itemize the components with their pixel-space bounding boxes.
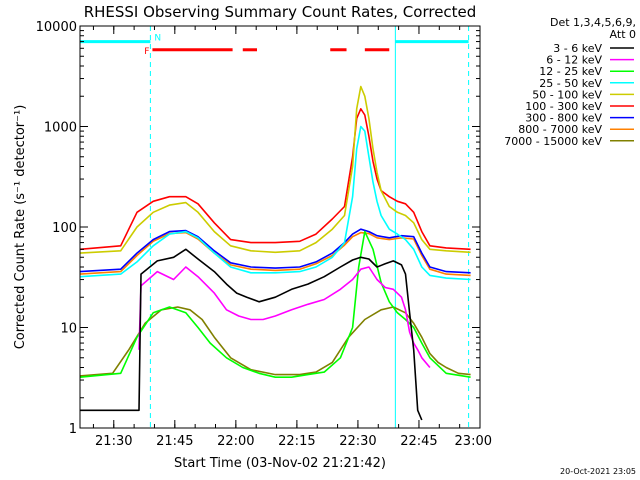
axes-layer: 1 10 100 1000 10000 21:30 21:45 22:00 22:15 22:30… <box>36 20 492 449</box>
series-layer <box>79 85 471 421</box>
series-line-6 <box>79 108 471 251</box>
legend-label-6: 100 - 300 keV <box>525 100 602 113</box>
legend-label-5: 50 - 100 keV <box>532 88 602 101</box>
legend-label-3: 12 - 25 keV <box>539 65 602 78</box>
series-line-5 <box>79 85 471 254</box>
y-tick-label-5: 10000 <box>36 20 77 35</box>
legend-label-2: 6 - 12 keV <box>546 54 602 67</box>
legend-label-9: 7000 - 15000 keV <box>504 135 602 148</box>
x-tick-label-5: 22:30 <box>339 434 376 449</box>
x-tick-label-7: 23:00 <box>455 434 492 449</box>
flare-marker-label: F <box>144 47 149 57</box>
legend-label-8: 800 - 7000 keV <box>518 123 602 136</box>
series-line-1 <box>80 248 423 421</box>
series-line-7 <box>79 228 471 274</box>
y-tick-label-4: 1000 <box>44 121 77 136</box>
y-tick-label-3: 100 <box>52 221 77 236</box>
generation-timestamp: 20-Oct-2021 23:05 <box>560 467 636 476</box>
legend-title-line-2: Att 0 <box>610 28 636 41</box>
series-line-8 <box>79 231 471 277</box>
series-line-2 <box>138 266 431 369</box>
y-axis-label: Corrected Count Rate (s⁻¹ detector⁻¹) <box>13 105 28 350</box>
legend-title-line-1: Det 1,3,4,5,6,9, <box>550 16 636 29</box>
x-tick-label-6: 22:45 <box>400 434 437 449</box>
x-tick-label-2: 21:45 <box>156 434 193 449</box>
series-line-4 <box>79 125 471 281</box>
chart-title: RHESSI Observing Summary Count Rates, Co… <box>84 3 477 21</box>
series-line-9 <box>79 306 471 377</box>
legend-label-7: 300 - 800 keV <box>525 112 602 125</box>
legend-label-1: 3 - 6 keV <box>553 42 602 55</box>
plot-area: NF 1 10 100 1000 10000 21:30 21:45 22:00 22:15 22… <box>36 20 492 449</box>
marker-layer: NF <box>79 26 470 428</box>
night-marker-label: N <box>154 34 161 44</box>
y-tick-label-1: 1 <box>69 422 77 437</box>
x-axis-label: Start Time (03-Nov-02 21:21:42) <box>174 456 386 471</box>
x-tick-label-1: 21:30 <box>95 434 132 449</box>
x-tick-label-4: 22:15 <box>278 434 315 449</box>
legend-label-4: 25 - 50 keV <box>539 77 602 90</box>
y-tick-label-2: 10 <box>60 322 77 337</box>
x-tick-label-3: 22:00 <box>217 434 254 449</box>
